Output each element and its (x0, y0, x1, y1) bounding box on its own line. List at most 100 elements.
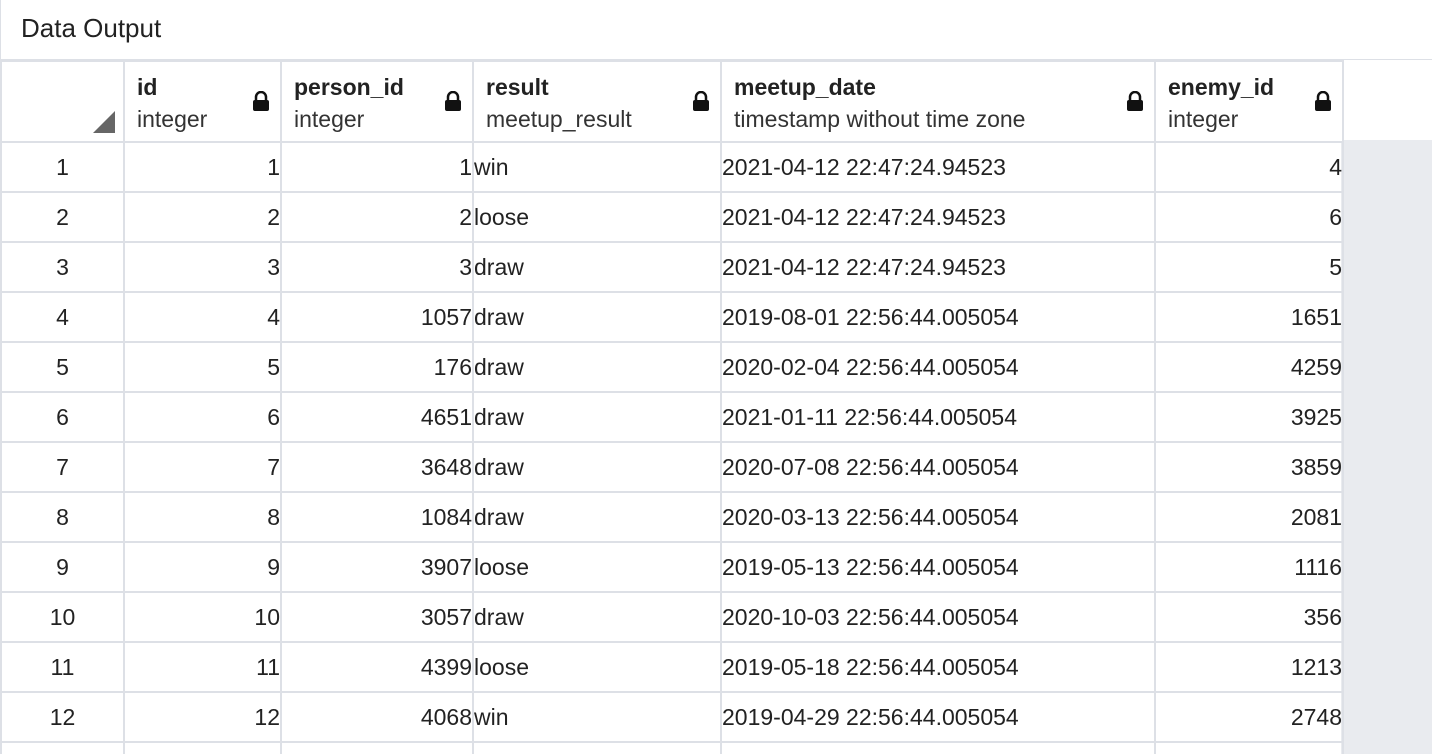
row-number[interactable]: 12 (0, 691, 125, 743)
table-row[interactable]: 8 8 1084 draw 2020-03-13 22:56:44.005054… (0, 491, 1344, 543)
cell-id[interactable]: 12 (123, 691, 282, 743)
cell-result[interactable] (472, 741, 722, 754)
column-header-result[interactable]: result meetup_result (472, 60, 722, 143)
cell-result[interactable]: draw (472, 341, 722, 393)
cell-enemy-id[interactable]: 1213 (1154, 641, 1344, 693)
cell-result[interactable]: draw (472, 491, 722, 543)
cell-meetup-date[interactable]: 2020-03-13 22:56:44.005054 (720, 491, 1156, 543)
cell-person-id[interactable]: 1057 (280, 291, 474, 343)
cell-meetup-date[interactable]: 2021-04-12 22:47:24.94523 (720, 191, 1156, 243)
cell-id[interactable]: 6 (123, 391, 282, 443)
table-row[interactable]: 10 10 3057 draw 2020-10-03 22:56:44.0050… (0, 591, 1344, 643)
table-row[interactable]: 1 1 1 win 2021-04-12 22:47:24.94523 4 (0, 141, 1344, 193)
cell-enemy-id[interactable]: 1651 (1154, 291, 1344, 343)
cell-result[interactable]: loose (472, 541, 722, 593)
cell-person-id[interactable]: 4399 (280, 641, 474, 693)
row-number[interactable]: 10 (0, 591, 125, 643)
cell-id[interactable]: 8 (123, 491, 282, 543)
table-row[interactable]: 9 9 3907 loose 2019-05-13 22:56:44.00505… (0, 541, 1344, 593)
cell-meetup-date[interactable]: 2020-10-03 22:56:44.005054 (720, 591, 1156, 643)
cell-enemy-id[interactable] (1154, 741, 1344, 754)
cell-person-id[interactable]: 3907 (280, 541, 474, 593)
cell-person-id[interactable]: 1084 (280, 491, 474, 543)
cell-result[interactable]: draw (472, 241, 722, 293)
cell-meetup-date[interactable]: 2019-04-29 22:56:44.005054 (720, 691, 1156, 743)
table-row[interactable]: 12 12 4068 win 2019-04-29 22:56:44.00505… (0, 691, 1344, 743)
cell-person-id[interactable]: 3057 (280, 591, 474, 643)
cell-id[interactable]: 3 (123, 241, 282, 293)
column-header-id[interactable]: id integer (123, 60, 282, 143)
cell-person-id[interactable]: 4068 (280, 691, 474, 743)
cell-meetup-date[interactable]: 2021-01-11 22:56:44.005054 (720, 391, 1156, 443)
cell-enemy-id[interactable]: 3859 (1154, 441, 1344, 493)
cell-enemy-id[interactable]: 4259 (1154, 341, 1344, 393)
cell-id[interactable]: 11 (123, 641, 282, 693)
cell-enemy-id[interactable]: 5 (1154, 241, 1344, 293)
cell-id[interactable]: 9 (123, 541, 282, 593)
cell-result[interactable]: win (472, 691, 722, 743)
cell-enemy-id[interactable]: 3925 (1154, 391, 1344, 443)
cell-meetup-date[interactable]: 2019-05-18 22:56:44.005054 (720, 641, 1156, 693)
cell-id[interactable]: 2 (123, 191, 282, 243)
select-all-corner[interactable] (0, 60, 125, 143)
cell-meetup-date[interactable]: 2020-02-04 22:56:44.005054 (720, 341, 1156, 393)
column-header-person-id[interactable]: person_id integer (280, 60, 474, 143)
cell-person-id[interactable]: 2 (280, 191, 474, 243)
row-number[interactable]: 6 (0, 391, 125, 443)
table-row[interactable]: 7 7 3648 draw 2020-07-08 22:56:44.005054… (0, 441, 1344, 493)
column-header-meetup-date[interactable]: meetup_date timestamp without time zone (720, 60, 1156, 143)
cell-person-id[interactable]: 3648 (280, 441, 474, 493)
cell-person-id[interactable]: 3 (280, 241, 474, 293)
cell-id[interactable]: 4 (123, 291, 282, 343)
row-number[interactable]: 3 (0, 241, 125, 293)
cell-person-id[interactable]: 176 (280, 341, 474, 393)
row-number[interactable]: 2 (0, 191, 125, 243)
data-output-header: Data Output (0, 0, 1432, 60)
table-row[interactable]: 2 2 2 loose 2021-04-12 22:47:24.94523 6 (0, 191, 1344, 243)
cell-meetup-date[interactable]: 2020-07-08 22:56:44.005054 (720, 441, 1156, 493)
cell-result[interactable]: draw (472, 391, 722, 443)
row-number[interactable]: 9 (0, 541, 125, 593)
cell-meetup-date[interactable]: 2021-04-12 22:47:24.94523 (720, 141, 1156, 193)
row-number[interactable]: 5 (0, 341, 125, 393)
cell-enemy-id[interactable]: 356 (1154, 591, 1344, 643)
cell-person-id[interactable]: 4651 (280, 391, 474, 443)
cell-meetup-date[interactable] (720, 741, 1156, 754)
cell-result[interactable]: draw (472, 291, 722, 343)
row-number[interactable]: 7 (0, 441, 125, 493)
cell-enemy-id[interactable]: 4 (1154, 141, 1344, 193)
cell-id[interactable]: 10 (123, 591, 282, 643)
table-row[interactable]: 11 11 4399 loose 2019-05-18 22:56:44.005… (0, 641, 1344, 693)
cell-meetup-date[interactable]: 2019-05-13 22:56:44.005054 (720, 541, 1156, 593)
cell-id[interactable]: 7 (123, 441, 282, 493)
row-number[interactable]: 11 (0, 641, 125, 693)
row-number[interactable]: 4 (0, 291, 125, 343)
row-number[interactable]: 8 (0, 491, 125, 543)
cell-meetup-date[interactable]: 2021-04-12 22:47:24.94523 (720, 241, 1156, 293)
cell-id[interactable]: 5 (123, 341, 282, 393)
cell-person-id[interactable]: 1 (280, 141, 474, 193)
cell-person-id[interactable] (280, 741, 474, 754)
column-header-enemy-id[interactable]: enemy_id integer (1154, 60, 1344, 143)
cell-result[interactable]: draw (472, 441, 722, 493)
cell-result[interactable]: draw (472, 591, 722, 643)
row-number[interactable]: 1 (0, 141, 125, 193)
table-row[interactable]: 3 3 3 draw 2021-04-12 22:47:24.94523 5 (0, 241, 1344, 293)
cell-enemy-id[interactable]: 2081 (1154, 491, 1344, 543)
cell-enemy-id[interactable]: 2748 (1154, 691, 1344, 743)
table-row[interactable]: 4 4 1057 draw 2019-08-01 22:56:44.005054… (0, 291, 1344, 343)
cell-result[interactable]: loose (472, 191, 722, 243)
table-row[interactable]: 6 6 4651 draw 2021-01-11 22:56:44.005054… (0, 391, 1344, 443)
cell-enemy-id[interactable]: 1116 (1154, 541, 1344, 593)
lock-icon (253, 91, 269, 111)
cell-id[interactable] (123, 741, 282, 754)
cell-enemy-id[interactable]: 6 (1154, 191, 1344, 243)
cell-result[interactable]: loose (472, 641, 722, 693)
table-row-partial[interactable] (0, 741, 1344, 754)
table-row[interactable]: 5 5 176 draw 2020-02-04 22:56:44.005054 … (0, 341, 1344, 393)
cell-id[interactable]: 1 (123, 141, 282, 193)
cell-result[interactable]: win (472, 141, 722, 193)
data-grid[interactable]: id integer person_id integer (0, 60, 1432, 754)
cell-meetup-date[interactable]: 2019-08-01 22:56:44.005054 (720, 291, 1156, 343)
row-number[interactable] (0, 741, 125, 754)
